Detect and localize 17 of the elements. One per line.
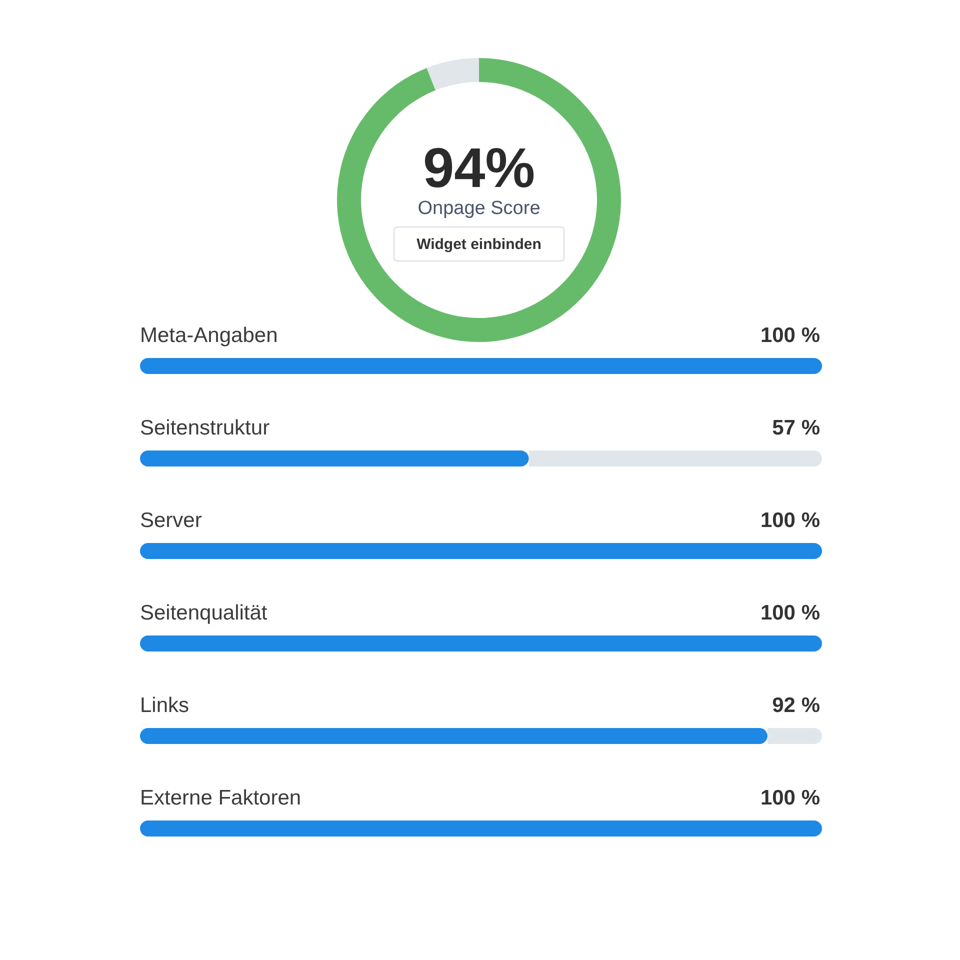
y-tick-label: Externe Faktoren <box>140 786 302 810</box>
data-label: 100 % <box>760 324 820 347</box>
data-label: 92 % <box>772 694 820 717</box>
data-label: 100 % <box>760 786 820 810</box>
y-tick-label: Links <box>140 694 190 717</box>
y-tick-label: Server <box>140 509 202 532</box>
donut-slice <box>426 58 479 90</box>
data-label: 94% <box>422 136 536 199</box>
donut-slice <box>337 58 621 342</box>
data-label: 100 % <box>760 602 820 624</box>
data-label: 100 % <box>760 509 820 532</box>
y-tick-label: Seitenstruktur <box>140 416 270 440</box>
text: Onpage Score <box>418 198 540 219</box>
y-tick-label: Seitenqualität <box>140 602 268 624</box>
y-tick-label: Meta-Angaben <box>140 324 278 347</box>
text: Widget einbinden <box>416 236 542 253</box>
data-label: 57 % <box>772 416 820 440</box>
